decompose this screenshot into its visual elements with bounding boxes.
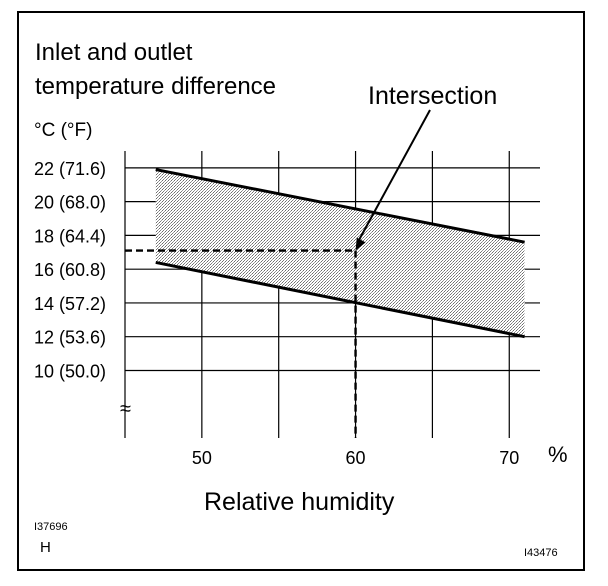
y-tick-label: 14 (57.2)	[34, 294, 106, 314]
y-unit-label: °C (°F)	[34, 120, 93, 141]
y-tick-label: 10 (50.0)	[34, 361, 106, 381]
chart-title-line-1: Inlet and outlet	[35, 39, 193, 66]
y-tick-label: 22 (71.6)	[34, 159, 106, 179]
y-tick-label: 12 (53.6)	[34, 328, 106, 348]
figure-frame	[17, 11, 585, 571]
lower-limit-line	[155, 260, 525, 339]
x-tick-label: 70	[499, 448, 519, 468]
axis-break-symbol: ≈	[120, 398, 131, 420]
x-axis-title: Relative humidity	[204, 488, 395, 516]
figure-code-bottom-right: I43476	[524, 547, 558, 559]
x-tick-label: 50	[192, 448, 212, 468]
intersection-leader-line	[356, 109, 431, 244]
y-tick-label: 16 (60.8)	[34, 260, 106, 280]
x-unit-label: %	[548, 442, 568, 467]
intersection-arrowhead	[355, 237, 366, 251]
figure-code-top-left: I37696	[34, 521, 68, 533]
figure-code-letter: H	[40, 539, 51, 556]
chart-title-line-2: temperature difference	[35, 73, 277, 100]
shaded-band	[155, 169, 525, 337]
y-tick-label: 20 (68.0)	[34, 193, 106, 213]
intersection-label: Intersection	[368, 82, 498, 110]
upper-limit-line	[155, 168, 525, 244]
x-tick-label: 60	[346, 448, 366, 468]
y-tick-label: 18 (64.4)	[34, 226, 106, 246]
